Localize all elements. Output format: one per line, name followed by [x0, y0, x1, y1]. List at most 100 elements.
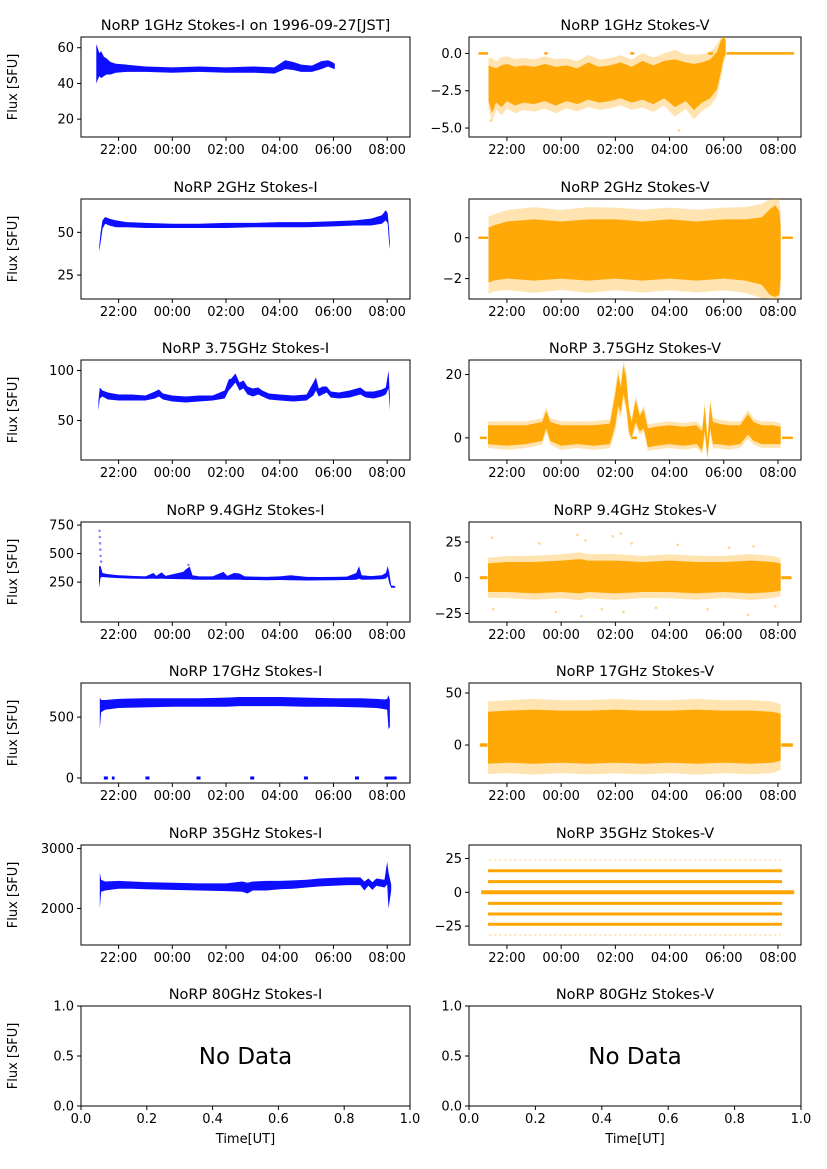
x-tick-label: 08:00 [759, 951, 796, 966]
y-tick-label: 500 [49, 547, 74, 562]
series-outlier-dot [773, 604, 777, 608]
x-tick-label: 06:00 [315, 628, 352, 643]
x-tick-label: 02:00 [597, 305, 634, 320]
x-tick-label: 0.6 [268, 1112, 289, 1127]
plot-canvas-9.4ghz-i: 250 500 750 22:00 00:00 02:00 04:00 06:00 08:00 F… [6, 518, 411, 643]
y-tick-label: 0.5 [53, 1050, 74, 1065]
subplot-9.4ghz-stokes-v: NoRP 9.4GHz Stokes-V 25 0 −25 22:00 00:00 02:… [413, 501, 827, 662]
plot-title: NoRP 1GHz Stokes-V [560, 18, 710, 34]
series-outlier-dot [600, 607, 604, 610]
plot-title: NoRP 80GHz Stokes-I [168, 987, 323, 1003]
x-tick-label: 00:00 [154, 951, 191, 966]
x-tick-label: 06:00 [705, 789, 742, 804]
plot-title: NoRP 35GHz Stokes-V [555, 825, 715, 842]
x-tick-label: 06:00 [315, 143, 352, 158]
x-tick-label: 22:00 [488, 789, 525, 804]
series-outlier-dot [619, 531, 623, 535]
y-tick-label: 20 [445, 368, 462, 383]
subplot-17ghz-stokes-v: NoRP 17GHz Stokes-V 0 50 22:00 00:00 02:00 04… [413, 662, 827, 823]
x-tick-label: 08:00 [368, 305, 405, 320]
y-tick-label: −25 [435, 606, 462, 621]
series-outlier-dot [727, 545, 731, 549]
series-scatter-band [99, 861, 392, 908]
x-axis-label: Time[UT] [604, 1132, 664, 1147]
series-scatter-band [488, 204, 781, 297]
x-tick-label: 00:00 [542, 466, 579, 481]
plot-canvas-3.75ghz-i: 50 100 22:00 00:00 02:00 04:00 06:00 08:00 Flux … [6, 359, 411, 481]
plot-title: NoRP 2GHz Stokes-I [173, 179, 318, 196]
x-tick-label: 22:00 [100, 143, 137, 158]
series-scatter-band [99, 695, 390, 730]
x-tick-label: 04:00 [651, 628, 688, 643]
axes-frame [80, 1005, 411, 1107]
x-tick-label: 0.2 [136, 1112, 157, 1127]
x-tick-label: 22:00 [488, 628, 525, 643]
x-tick-label: 02:00 [207, 143, 244, 158]
plot-title: NoRP 17GHz Stokes-I [168, 664, 323, 680]
series-outlier-dot [187, 563, 190, 566]
x-tick-label: 22:00 [100, 951, 137, 966]
y-tick-label: 0 [66, 772, 74, 787]
subplot-35ghz-stokes-v: NoRP 35GHz Stokes-V 25 0 −25 22:00 00:00 02:0… [413, 824, 827, 985]
subplot-1ghz-stokes-i: NoRP 1GHz Stokes-I on 1996-09-27[JST] 20… [0, 16, 414, 177]
plot-canvas-1ghz-i: 20 40 60 22:00 00:00 02:00 04:00 06:00 08:00 Flux… [6, 36, 411, 158]
x-tick-label: 04:00 [651, 143, 688, 158]
x-tick-label: 08:00 [368, 143, 405, 158]
y-tick-label: 0.0 [53, 1100, 74, 1115]
x-tick-label: 00:00 [154, 789, 191, 804]
x-tick-label: 0.0 [71, 1112, 92, 1127]
subplot-17ghz-stokes-i: NoRP 17GHz Stokes-I 0 500 22:00 00:00 02:00 0… [0, 662, 414, 823]
no-data-label: No Data [588, 1044, 682, 1070]
plot-canvas-35ghz-v: 25 0 −25 22:00 00:00 02:00 04:00 06:00 08:00 [435, 844, 802, 966]
series-scatter-band [487, 558, 781, 593]
plot-canvas-80ghz-i: 0.0 0.5 1.0 0.0 0.2 0.4 0.6 0.8 1.0 Flux [SFU] Tim… [6, 1000, 420, 1148]
plot-title: NoRP 9.4GHz Stokes-I [166, 502, 325, 519]
x-tick-label: 00:00 [154, 305, 191, 320]
subplot-3.75ghz-stokes-i: NoRP 3.75GHz Stokes-I 50 100 22:00 00:00 02:… [0, 339, 414, 500]
x-tick-label: 04:00 [651, 305, 688, 320]
x-tick-label: 02:00 [597, 789, 634, 804]
axes-frame [80, 359, 411, 461]
series-outlier-dot [490, 535, 494, 539]
x-tick-label: 08:00 [759, 789, 796, 804]
series-scatter-band [96, 44, 335, 84]
y-tick-label: −2.5 [430, 84, 462, 99]
series-outlier-dot [576, 533, 579, 536]
x-tick-label: 0.4 [591, 1112, 612, 1127]
x-tick-label: 08:00 [368, 951, 405, 966]
y-tick-label: 50 [57, 414, 74, 429]
x-tick-label: 02:00 [207, 305, 244, 320]
x-tick-label: 22:00 [100, 789, 137, 804]
x-tick-label: 06:00 [315, 951, 352, 966]
x-tick-label: 04:00 [261, 628, 298, 643]
x-tick-label: 02:00 [597, 628, 634, 643]
plot-title: NoRP 35GHz Stokes-I [168, 825, 323, 842]
series-outlier-dot [630, 541, 633, 545]
subplot-35ghz-stokes-i: NoRP 35GHz Stokes-I 2000 3000 22:00 00:00 02… [0, 824, 414, 985]
x-tick-label: 04:00 [261, 143, 298, 158]
x-tick-label: 06:00 [315, 466, 352, 481]
axes-frame [80, 844, 411, 945]
axes-frame [468, 1005, 802, 1107]
y-axis-label: Flux [SFU] [6, 377, 21, 444]
series-outlier-dot [677, 128, 681, 132]
y-tick-label: −2 [443, 272, 462, 287]
subplot-2ghz-stokes-i: NoRP 2GHz Stokes-I 25 50 22:00 00:00 02:00 04… [0, 178, 414, 339]
x-tick-label: 22:00 [100, 305, 137, 320]
y-tick-label: 1.0 [53, 1000, 74, 1015]
series-outlier-dot [99, 559, 103, 563]
x-tick-label: 00:00 [542, 628, 579, 643]
y-tick-label: 0.5 [441, 1050, 462, 1065]
series-outlier-dot [554, 610, 558, 613]
x-tick-label: 06:00 [705, 628, 742, 643]
series-outlier-dot [538, 541, 541, 545]
x-tick-label: 06:00 [705, 951, 742, 966]
x-tick-label: 04:00 [651, 466, 688, 481]
x-tick-label: 02:00 [597, 143, 634, 158]
plot-canvas-2ghz-i: 25 50 22:00 00:00 02:00 04:00 06:00 08:00 Flux [… [6, 198, 411, 320]
x-tick-label: 08:00 [759, 628, 796, 643]
x-tick-label: 02:00 [207, 466, 244, 481]
x-tick-label: 22:00 [488, 143, 525, 158]
y-tick-label: 60 [57, 41, 74, 56]
y-tick-label: 0 [454, 885, 462, 900]
